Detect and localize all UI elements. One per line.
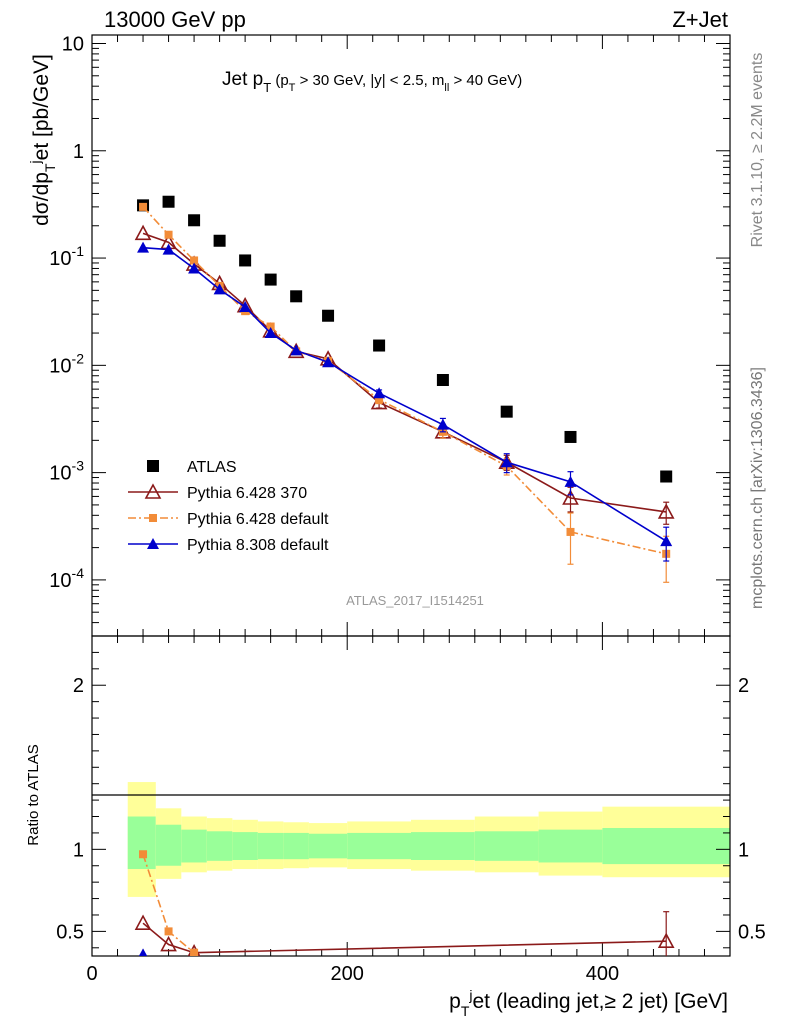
data-point xyxy=(373,387,386,399)
main-y-axis: 10 1 10-1 10-2 10-3 10-4 xyxy=(49,33,730,637)
legend-label: Pythia 6.428 default xyxy=(187,511,329,528)
main-x-ticks xyxy=(91,35,731,636)
y-tick-label: 10-1 xyxy=(49,243,84,270)
mcplots-label: mcplots.cern.ch [arXiv:1306.3436] xyxy=(749,367,766,609)
data-point xyxy=(290,344,303,356)
band-green xyxy=(602,828,730,865)
data-point xyxy=(147,538,159,549)
data-point xyxy=(264,273,277,286)
data-point xyxy=(139,850,148,859)
header-left-label: 13000 GeV pp xyxy=(104,7,246,32)
rivet-label: Rivet 3.1.10, ≥ 2.2M events xyxy=(749,53,766,248)
main-y-label: dσ/dpTjet [pb/GeV] xyxy=(27,54,58,226)
y-tick-label: 1 xyxy=(73,839,84,861)
data-point xyxy=(500,405,513,418)
band-green xyxy=(206,831,233,861)
data-point xyxy=(264,327,277,339)
y-tick-label: 0.5 xyxy=(56,921,84,943)
data-point xyxy=(566,527,575,536)
data-point xyxy=(138,948,148,956)
data-point xyxy=(266,322,275,331)
watermark: ATLAS_2017_I1514251 xyxy=(346,593,484,608)
data-point xyxy=(436,418,449,430)
ratio-y-axis: 0.5 0.5 1 1 2 2 xyxy=(56,651,766,949)
data-point xyxy=(162,243,175,255)
legend-label: Pythia 6.428 370 xyxy=(187,485,307,502)
data-point xyxy=(190,948,199,956)
y-tick-label: 1 xyxy=(73,141,84,163)
data-point xyxy=(160,935,177,952)
y-tick-label: 10-4 xyxy=(49,565,84,592)
data-point xyxy=(290,290,303,303)
y-tick-label-right: 0.5 xyxy=(738,921,766,943)
ratio-panel: 0.5 0.5 1 1 2 2 0 200 400 Ratio to ATLAS pTjet … xyxy=(25,635,766,1019)
band-green xyxy=(127,816,156,870)
x-tick-label: 0 xyxy=(86,963,97,985)
data-point xyxy=(322,309,335,322)
data-point xyxy=(164,927,173,936)
data-point xyxy=(436,374,449,387)
data-point xyxy=(239,300,252,312)
band-green xyxy=(347,832,411,860)
data-point xyxy=(190,256,199,265)
data-point xyxy=(564,430,577,443)
band-green xyxy=(538,829,603,863)
data-point xyxy=(188,262,201,274)
band-green xyxy=(155,824,182,866)
x-tick-label: 400 xyxy=(586,963,619,985)
main-title: Jet pT (pT > 30 GeV, |y| < 2.5, mll > 40… xyxy=(222,69,522,95)
data-point xyxy=(134,914,152,930)
ratio-line xyxy=(142,922,667,954)
y-tick-label: 10-3 xyxy=(49,458,84,485)
y-tick-label: 10-2 xyxy=(49,350,84,377)
ratio-y-label: Ratio to ATLAS xyxy=(25,744,42,845)
ratio-band-layer xyxy=(127,782,730,897)
data-point xyxy=(162,195,175,208)
data-point xyxy=(137,241,150,253)
band-green xyxy=(474,831,539,861)
data-point xyxy=(149,514,157,522)
data-point xyxy=(164,230,173,239)
legend-label: ATLAS xyxy=(187,459,237,476)
x-tick-label: 200 xyxy=(331,963,364,985)
data-point xyxy=(147,460,159,472)
legend-label: Pythia 8.308 default xyxy=(187,537,329,554)
data-point xyxy=(373,339,386,352)
data-point xyxy=(144,483,162,499)
data-point xyxy=(322,356,335,368)
band-green xyxy=(411,832,475,860)
data-point xyxy=(500,456,513,468)
data-point xyxy=(564,475,577,487)
y-tick-label: 2 xyxy=(73,675,84,697)
band-green xyxy=(232,832,258,860)
data-point xyxy=(657,932,675,949)
band-green xyxy=(308,833,348,859)
ratio-x-label: pTjet (leading jet,≥ 2 jet) [GeV] xyxy=(449,987,728,1019)
main-panel: 10 1 10-1 10-2 10-3 10-4 Jet pT (pT > 30 GeV,… xyxy=(27,33,731,637)
band-green xyxy=(257,832,284,860)
data-point xyxy=(375,395,384,404)
y-tick-label-right: 1 xyxy=(738,839,749,861)
band-green xyxy=(181,829,207,863)
data-point xyxy=(657,503,675,519)
header-right-label: Z+Jet xyxy=(672,7,728,32)
data-point xyxy=(660,535,673,547)
band-green xyxy=(283,832,309,860)
data-point xyxy=(213,283,226,295)
data-point xyxy=(188,214,201,227)
data-point xyxy=(139,202,148,211)
data-point xyxy=(134,224,152,241)
data-point xyxy=(660,470,673,483)
ratio-data-layer xyxy=(134,850,675,956)
main-data-layer xyxy=(134,195,675,583)
y-tick-label-right: 2 xyxy=(738,675,749,697)
legend: ATLAS Pythia 6.428 370 Pythia 6.428 defaul… xyxy=(128,459,329,554)
ratio-panel-frame xyxy=(91,635,731,957)
y-tick-label: 10 xyxy=(62,33,84,55)
data-point xyxy=(562,489,579,505)
data-point xyxy=(239,254,252,267)
data-point xyxy=(213,234,226,247)
